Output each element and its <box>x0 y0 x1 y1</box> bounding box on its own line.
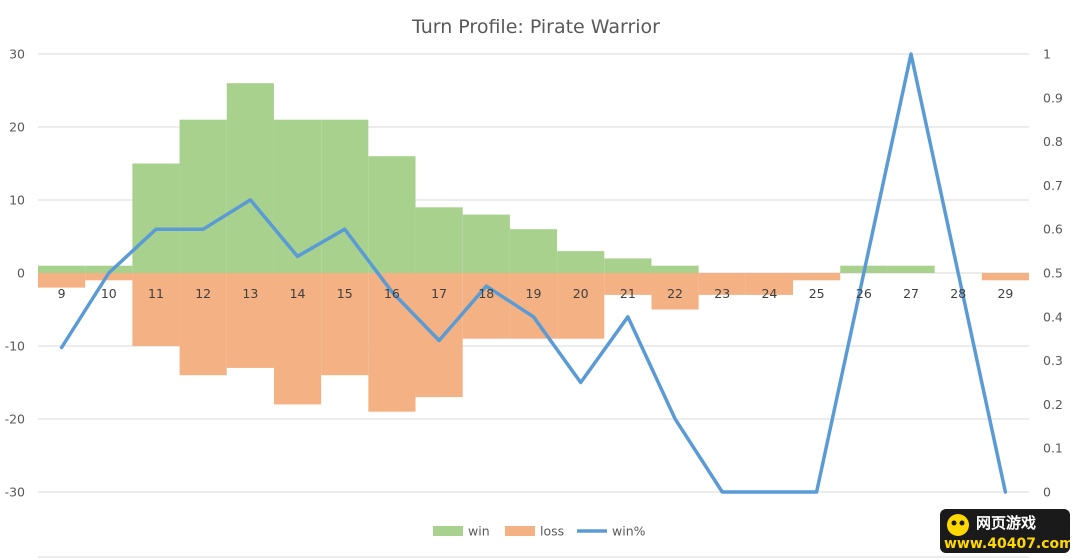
loss-bar <box>368 273 416 412</box>
right-tick-label: 0.2 <box>1043 397 1063 412</box>
category-label: 12 <box>195 286 211 301</box>
left-tick-label: -30 <box>5 485 25 500</box>
category-label: 16 <box>384 286 400 301</box>
category-label: 19 <box>526 286 542 301</box>
win-bar <box>415 207 463 273</box>
watermark-line2: www.40407.com <box>944 536 1070 552</box>
category-label: 10 <box>101 286 117 301</box>
win-bar <box>368 156 416 273</box>
category-label: 14 <box>290 286 306 301</box>
loss-bar <box>793 273 841 281</box>
category-label: 23 <box>714 286 730 301</box>
legend-swatch-loss <box>505 526 535 536</box>
right-tick-label: 0.4 <box>1043 309 1063 324</box>
watermark-line1: 网页游戏 <box>976 514 1036 532</box>
line-series <box>59 52 1008 494</box>
loss-bar <box>273 273 322 405</box>
loss-bar <box>981 273 1029 281</box>
loss-bar <box>38 273 86 288</box>
loss-bar <box>651 273 699 310</box>
watermark-logo: 网页游戏 www.40407.com <box>940 509 1070 553</box>
category-label: 18 <box>478 286 494 301</box>
win-bar <box>887 265 935 273</box>
loss-bar <box>321 273 369 376</box>
loss-bar <box>415 273 463 398</box>
category-label: 9 <box>58 286 66 301</box>
loss-bar <box>132 273 180 346</box>
loss-bar <box>698 273 746 295</box>
left-tick-label: 20 <box>9 120 25 135</box>
chart-title: Turn Profile: Pirate Warrior <box>411 16 660 38</box>
category-label: 15 <box>337 286 353 301</box>
left-tick-label: 30 <box>9 47 25 62</box>
right-tick-label: 0.5 <box>1043 266 1063 281</box>
right-tick-label: 0.8 <box>1043 134 1063 149</box>
loss-bar <box>745 273 794 295</box>
right-axis: 1 0.9 0.8 0.7 0.6 0.5 0.4 0.3 0.2 0.1 0 <box>1043 47 1063 500</box>
category-label: 26 <box>856 286 872 301</box>
left-tick-label: -20 <box>5 412 25 427</box>
category-label: 21 <box>620 286 636 301</box>
win-bar <box>85 265 133 273</box>
category-label: 29 <box>997 286 1013 301</box>
win-bar <box>273 119 322 273</box>
category-label: 28 <box>950 286 966 301</box>
legend-label: win% <box>612 524 646 539</box>
legend-label: loss <box>540 524 564 539</box>
win-bar <box>38 265 86 273</box>
category-label: 24 <box>761 286 777 301</box>
right-tick-label: 0 <box>1043 485 1051 500</box>
win-bar <box>557 251 605 273</box>
right-tick-label: 0.7 <box>1043 178 1063 193</box>
win-pct-line <box>59 52 1008 494</box>
loss-bar <box>85 273 133 281</box>
category-label: 22 <box>667 286 683 301</box>
legend-swatch-win <box>433 526 463 536</box>
category-label: 20 <box>573 286 589 301</box>
right-tick-label: 0.6 <box>1043 222 1063 237</box>
category-label: 25 <box>809 286 825 301</box>
win-bar <box>604 258 652 273</box>
bars <box>38 83 1029 412</box>
right-tick-label: 1 <box>1043 47 1051 62</box>
category-label: 11 <box>148 286 164 301</box>
left-axis: 30 20 10 0 -10 -20 -30 <box>5 47 25 500</box>
win-bar <box>462 214 510 273</box>
loss-bar <box>226 273 274 368</box>
legend: win loss win% <box>433 524 646 539</box>
win-bar <box>132 163 180 273</box>
left-tick-label: -10 <box>5 339 25 354</box>
loss-bar <box>179 273 227 376</box>
win-bar <box>509 229 558 273</box>
category-label: 13 <box>242 286 258 301</box>
loss-bar <box>604 273 652 295</box>
category-axis: 9 10 11 12 13 14 15 16 17 18 19 20 21 22 23 24 25 26 27 28 2… <box>58 286 1014 301</box>
left-tick-label: 10 <box>9 193 25 208</box>
win-bar <box>179 119 227 273</box>
legend-label: win <box>468 524 490 539</box>
category-label: 17 <box>431 286 447 301</box>
right-tick-label: 0.9 <box>1043 90 1063 105</box>
left-tick-label: 0 <box>17 266 25 281</box>
category-label: 27 <box>903 286 919 301</box>
right-tick-label: 0.1 <box>1043 441 1063 456</box>
right-tick-label: 0.3 <box>1043 353 1063 368</box>
loss-bar <box>557 273 605 339</box>
win-bar <box>651 265 699 273</box>
win-bar <box>226 83 274 273</box>
